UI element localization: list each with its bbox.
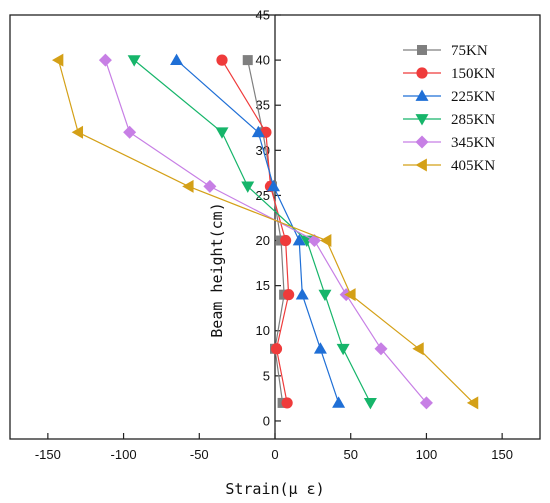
legend-entry: 345KN <box>403 135 495 151</box>
x-axis-title: Strain(μ ε) <box>225 480 324 498</box>
data-point <box>281 397 293 409</box>
x-tick-label: -50 <box>190 447 209 462</box>
data-point <box>283 289 295 301</box>
series-line <box>133 59 371 404</box>
data-point <box>412 342 424 356</box>
data-point <box>292 234 306 246</box>
data-point <box>215 127 229 139</box>
legend-marker <box>415 89 429 101</box>
data-point <box>363 398 377 410</box>
legend-label: 225KN <box>451 89 495 105</box>
data-point <box>71 125 84 139</box>
series-layer <box>51 53 479 410</box>
y-tick-label: 40 <box>256 53 270 68</box>
data-point <box>295 288 309 300</box>
y-tick-label: 15 <box>256 278 270 293</box>
legend-entry: 150KN <box>403 66 495 82</box>
legend-entry: 285KN <box>403 112 495 128</box>
data-point <box>319 234 332 248</box>
data-point <box>203 179 217 193</box>
legend-label: 345KN <box>451 135 495 151</box>
y-tick-label: 10 <box>256 323 270 338</box>
y-axis-title: Beam height(cm) <box>208 202 226 337</box>
y-tick-label: 25 <box>256 188 270 203</box>
legend-label: 75KN <box>451 43 488 59</box>
data-point <box>51 53 64 67</box>
data-point <box>242 55 253 66</box>
legend: 75KN 150KN 225KN 285KN 345KN 405KN <box>403 43 495 174</box>
legend-label: 285KN <box>451 112 495 128</box>
y-tick-label: 35 <box>256 98 270 113</box>
data-point <box>241 181 255 193</box>
data-point <box>419 396 433 410</box>
legend-label: 150KN <box>451 66 495 82</box>
x-axis-ticks: -150 -100 -50 0 50 100 150 <box>35 433 513 462</box>
x-tick-label: 150 <box>491 447 513 462</box>
data-point <box>182 179 194 193</box>
data-point <box>332 396 346 408</box>
y-tick-label: 0 <box>263 413 270 428</box>
data-point <box>280 234 292 247</box>
legend-marker <box>416 67 428 79</box>
y-tick-label: 45 <box>256 8 270 23</box>
y-tick-label: 20 <box>256 233 270 248</box>
data-point <box>123 125 137 139</box>
data-point <box>170 53 184 65</box>
data-point <box>98 53 112 67</box>
data-point <box>127 55 141 67</box>
series-405kn <box>51 53 479 410</box>
data-point <box>318 289 332 302</box>
legend-marker <box>417 45 427 55</box>
legend-marker <box>415 114 429 126</box>
x-tick-label: -100 <box>111 447 137 462</box>
legend-label: 405KN <box>451 158 495 174</box>
data-point <box>313 342 327 354</box>
legend-marker <box>415 158 427 172</box>
legend-entry: 225KN <box>403 89 495 105</box>
x-tick-label: 0 <box>271 447 278 462</box>
y-tick-label: 5 <box>263 368 270 383</box>
data-point <box>251 125 265 138</box>
legend-entry: 75KN <box>403 43 488 59</box>
x-tick-label: 100 <box>416 447 438 462</box>
data-point <box>344 288 356 302</box>
x-tick-label: -150 <box>35 447 61 462</box>
x-tick-label: 50 <box>343 447 357 462</box>
legend-marker <box>415 135 429 149</box>
series-285kn <box>127 55 377 410</box>
data-point <box>266 179 280 192</box>
data-point <box>216 54 228 66</box>
series-345kn <box>98 53 433 410</box>
data-point <box>270 343 283 355</box>
legend-entry: 405KN <box>403 158 495 174</box>
data-point <box>336 343 350 356</box>
data-point <box>466 396 479 410</box>
series-225kn <box>170 53 346 408</box>
data-point <box>374 342 388 356</box>
